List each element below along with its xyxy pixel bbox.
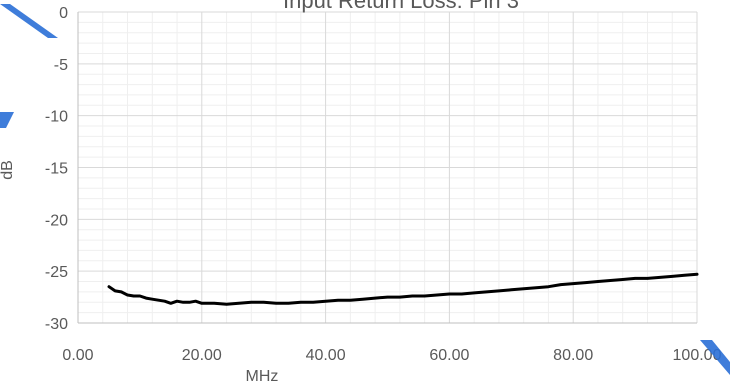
x-tick-label: 80.00	[553, 347, 593, 364]
y-tick-label: 0	[59, 5, 68, 22]
x-tick-label: 40.00	[306, 347, 346, 364]
x-tick-label: 20.00	[182, 347, 222, 364]
y-tick-label: -15	[45, 161, 68, 178]
x-tick-label: 60.00	[429, 347, 469, 364]
series-layer	[107, 272, 699, 306]
y-tick-label: -20	[45, 212, 68, 229]
y-tick-label: -5	[54, 57, 68, 74]
tick-labels: 0.00 20.00 40.00 60.00 80.00 100.00 0 -5 -10 -15 -…	[45, 5, 722, 364]
series-line	[107, 272, 699, 306]
axis-lines	[77, 12, 697, 324]
y-tick-label: -30	[45, 316, 68, 333]
x-tick-label: 0.00	[62, 347, 93, 364]
major-gridlines	[78, 11, 698, 323]
y-tick-label: -25	[45, 264, 68, 281]
x-axis-title: MHz	[246, 368, 279, 385]
chart-title: Input Return Loss: Pin 3	[283, 0, 519, 13]
x-tick-label: 100.00	[673, 347, 722, 364]
y-tick-label: -10	[45, 109, 68, 126]
y-axis-title: dB	[0, 160, 16, 180]
